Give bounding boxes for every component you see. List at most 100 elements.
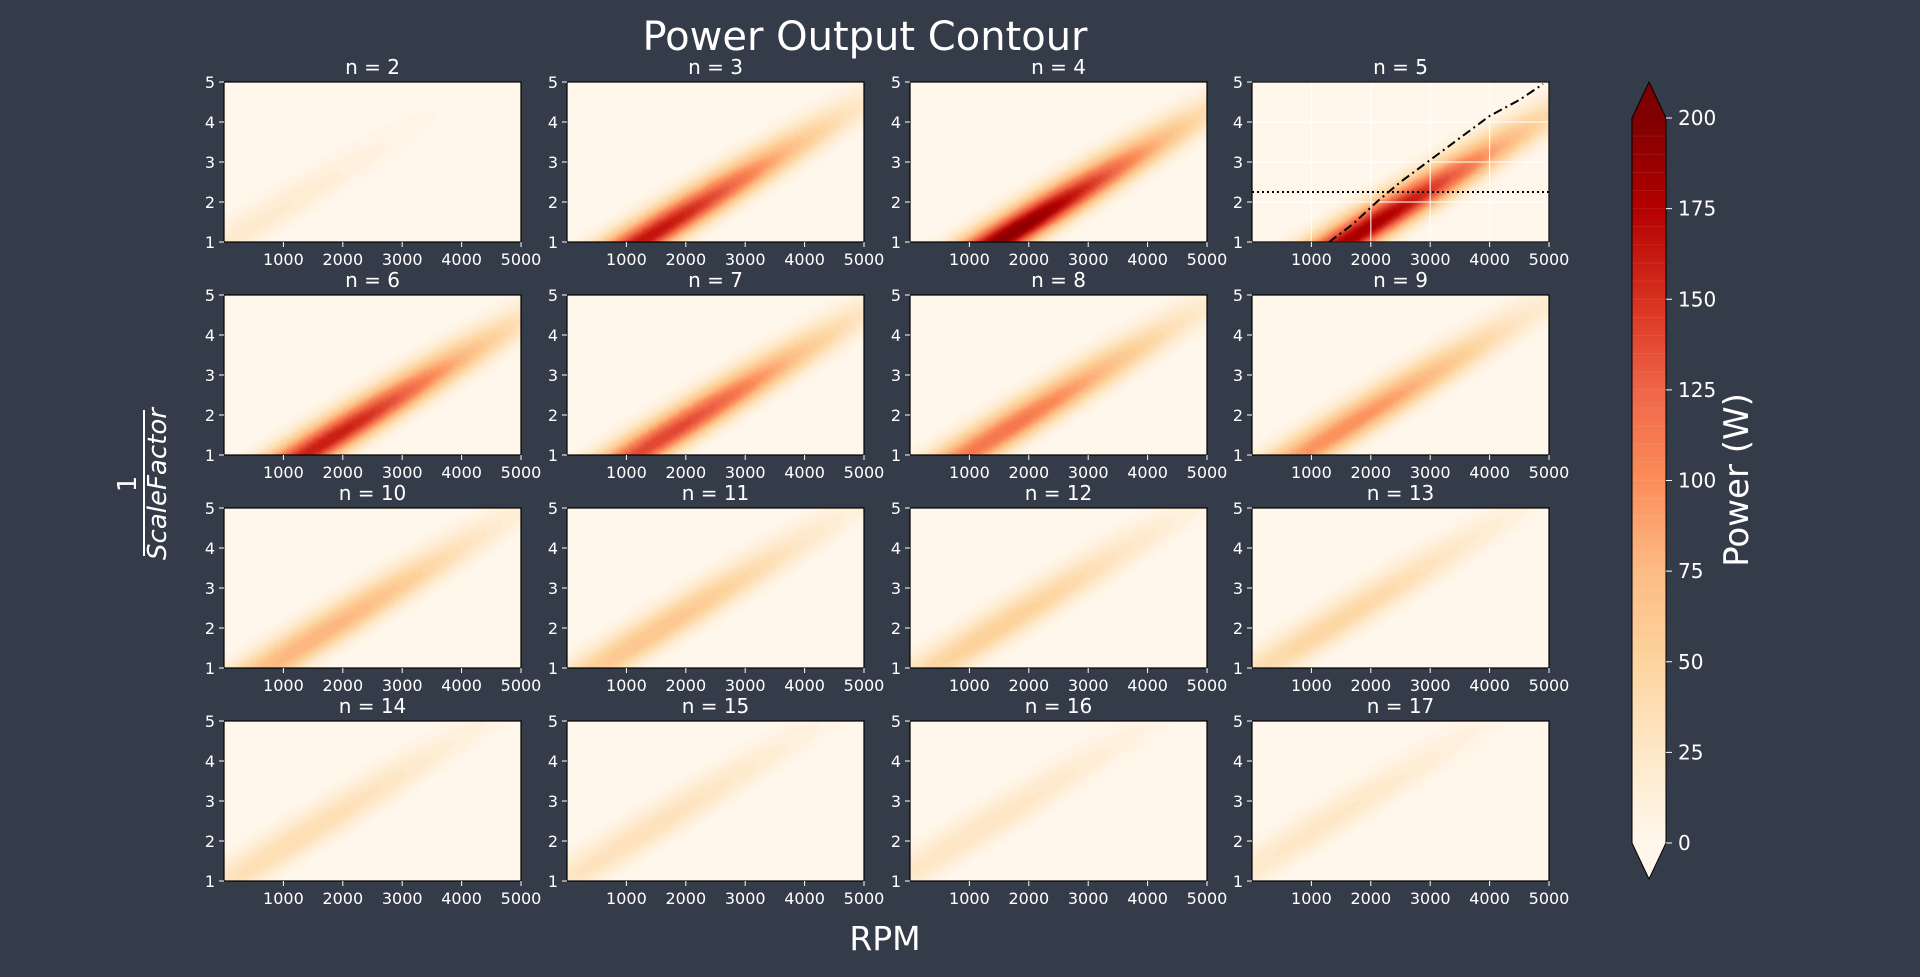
panel-n14-x-tick-label: 5000 bbox=[501, 889, 542, 908]
panel-n11-y-tick-label: 3 bbox=[548, 579, 558, 598]
panel-n5-x-tick-label: 4000 bbox=[1469, 250, 1510, 269]
panel-n11-x-tick-label: 2000 bbox=[665, 676, 706, 695]
colorbar-gradient bbox=[1632, 118, 1666, 843]
panel-n6-x-tick-label: 1000 bbox=[263, 463, 304, 482]
panel-n9-y-tick-label: 1 bbox=[1233, 446, 1243, 465]
panel-n17-y-tick-label: 2 bbox=[1233, 832, 1243, 851]
colorbar: 0 25 50 75 100 125 150 175 200 Power (W) bbox=[1631, 80, 1757, 881]
panel-n15-title: n = 15 bbox=[682, 694, 750, 718]
panel-n2-x-tick-label: 5000 bbox=[501, 250, 542, 269]
panel-n15-x-tick-label: 2000 bbox=[665, 889, 706, 908]
panel-n3-x-tick-label: 1000 bbox=[606, 250, 647, 269]
panel-n9-y-tick-label: 4 bbox=[1233, 326, 1243, 345]
panel-n9-x-tick-label: 1000 bbox=[1291, 463, 1332, 482]
panel-n14-x-tick-label: 2000 bbox=[322, 889, 363, 908]
panel-n14-y-tick-label: 1 bbox=[205, 872, 215, 891]
panel-n2-heatmap bbox=[224, 82, 521, 242]
panel-n16-x-tick-label: 5000 bbox=[1187, 889, 1228, 908]
panel-n4-y-tick-label: 4 bbox=[891, 113, 901, 132]
panel-n3-y-tick-label: 5 bbox=[548, 73, 558, 92]
panel-n16-y-tick-label: 2 bbox=[891, 832, 901, 851]
panel-n4-x-tick-label: 1000 bbox=[949, 250, 990, 269]
panel-n16: n = 16 1000 2000 3000 4000 5000 1 2 3 4 5 bbox=[891, 694, 1228, 908]
panel-n3-y-tick-label: 1 bbox=[548, 233, 558, 252]
panel-n7-y-tick-label: 2 bbox=[548, 406, 558, 425]
panel-n10-x-tick-label: 3000 bbox=[382, 676, 423, 695]
panel-n14: n = 14 1000 2000 3000 4000 5000 1 2 3 4 5 bbox=[205, 694, 542, 908]
panel-n3-x-tick-label: 2000 bbox=[665, 250, 706, 269]
panel-n9-x-tick-label: 2000 bbox=[1350, 463, 1391, 482]
panel-n12-heatmap bbox=[910, 508, 1207, 668]
panel-n17-y-tick-label: 4 bbox=[1233, 752, 1243, 771]
panel-n11-y-tick-label: 4 bbox=[548, 539, 558, 558]
panel-n5-y-tick-label: 5 bbox=[1233, 73, 1243, 92]
panel-n16-title: n = 16 bbox=[1025, 694, 1093, 718]
panel-n3-y-tick-label: 2 bbox=[548, 193, 558, 212]
panel-n8-y-tick-label: 5 bbox=[891, 286, 901, 305]
panel-n9-heatmap bbox=[1252, 295, 1549, 455]
panel-n12-x-tick-label: 5000 bbox=[1187, 676, 1228, 695]
panel-n12-y-tick-label: 3 bbox=[891, 579, 901, 598]
panel-n17: n = 17 1000 2000 3000 4000 5000 1 2 3 4 5 bbox=[1233, 694, 1570, 908]
panel-n4-x-tick-label: 2000 bbox=[1008, 250, 1049, 269]
panel-n7: n = 7 1000 2000 3000 4000 5000 1 2 3 4 5 bbox=[548, 268, 885, 482]
panel-n11-x-tick-label: 3000 bbox=[725, 676, 766, 695]
colorbar-extend-min bbox=[1632, 843, 1666, 879]
panel-n11-x-tick-label: 4000 bbox=[784, 676, 825, 695]
colorbar-tick-label: 25 bbox=[1678, 740, 1703, 764]
panel-n2-y-tick-label: 4 bbox=[205, 113, 215, 132]
panel-n13-x-tick-label: 4000 bbox=[1469, 676, 1510, 695]
panel-n10-heatmap bbox=[224, 508, 521, 668]
panel-n15-y-tick-label: 5 bbox=[548, 712, 558, 731]
panel-n8-x-tick-label: 5000 bbox=[1187, 463, 1228, 482]
panel-n9-y-tick-label: 2 bbox=[1233, 406, 1243, 425]
panel-n3: n = 3 1000 2000 3000 4000 5000 1 2 3 4 5 bbox=[548, 55, 885, 269]
panel-n4-x-tick-label: 5000 bbox=[1187, 250, 1228, 269]
colorbar-tick-label: 150 bbox=[1678, 287, 1716, 311]
panel-n10-x-tick-label: 2000 bbox=[322, 676, 363, 695]
panel-n10-x-tick-label: 1000 bbox=[263, 676, 304, 695]
panel-n16-x-tick-label: 2000 bbox=[1008, 889, 1049, 908]
panel-n16-heatmap bbox=[910, 721, 1207, 881]
panel-n11-heatmap bbox=[567, 508, 864, 668]
panel-n15: n = 15 1000 2000 3000 4000 5000 1 2 3 4 5 bbox=[548, 694, 885, 908]
panel-n13-y-tick-label: 4 bbox=[1233, 539, 1243, 558]
panel-n4-x-tick-label: 3000 bbox=[1068, 250, 1109, 269]
panel-n17-x-tick-label: 4000 bbox=[1469, 889, 1510, 908]
panel-n5-y-tick-label: 3 bbox=[1233, 153, 1243, 172]
panel-n15-x-tick-label: 3000 bbox=[725, 889, 766, 908]
panel-n12-title: n = 12 bbox=[1025, 481, 1093, 505]
panel-n7-x-tick-label: 1000 bbox=[606, 463, 647, 482]
panel-n9-y-tick-label: 3 bbox=[1233, 366, 1243, 385]
panel-n8-title: n = 8 bbox=[1031, 268, 1086, 292]
panel-n12-y-tick-label: 2 bbox=[891, 619, 901, 638]
panel-n16-y-tick-label: 3 bbox=[891, 792, 901, 811]
panel-n3-title: n = 3 bbox=[688, 55, 743, 79]
panel-n8-y-tick-label: 1 bbox=[891, 446, 901, 465]
panel-n4-y-tick-label: 1 bbox=[891, 233, 901, 252]
panel-n14-y-tick-label: 2 bbox=[205, 832, 215, 851]
panel-n13-x-tick-label: 3000 bbox=[1410, 676, 1451, 695]
panel-n15-x-tick-label: 5000 bbox=[844, 889, 885, 908]
y-axis-label: 1 ScaleFactor bbox=[113, 406, 173, 560]
panel-n14-y-tick-label: 5 bbox=[205, 712, 215, 731]
panel-n11-title: n = 11 bbox=[682, 481, 750, 505]
panel-n2-y-tick-label: 2 bbox=[205, 193, 215, 212]
colorbar-tick-label: 200 bbox=[1678, 106, 1716, 130]
panel-n8-y-tick-label: 4 bbox=[891, 326, 901, 345]
panel-n15-x-tick-label: 4000 bbox=[784, 889, 825, 908]
panel-n2-x-tick-label: 2000 bbox=[322, 250, 363, 269]
panel-n5-x-tick-label: 5000 bbox=[1529, 250, 1570, 269]
panel-n16-x-tick-label: 1000 bbox=[949, 889, 990, 908]
panel-n14-title: n = 14 bbox=[339, 694, 407, 718]
panel-n6-y-tick-label: 1 bbox=[205, 446, 215, 465]
colorbar-tick-label: 175 bbox=[1678, 197, 1716, 221]
panel-n8-x-tick-label: 1000 bbox=[949, 463, 990, 482]
panel-n8-y-tick-label: 2 bbox=[891, 406, 901, 425]
panel-n5-y-tick-label: 2 bbox=[1233, 193, 1243, 212]
panel-n15-y-tick-label: 2 bbox=[548, 832, 558, 851]
panel-n2-x-tick-label: 4000 bbox=[441, 250, 482, 269]
panel-n13-title: n = 13 bbox=[1367, 481, 1435, 505]
panel-n7-x-tick-label: 2000 bbox=[665, 463, 706, 482]
panel-n10-y-tick-label: 2 bbox=[205, 619, 215, 638]
